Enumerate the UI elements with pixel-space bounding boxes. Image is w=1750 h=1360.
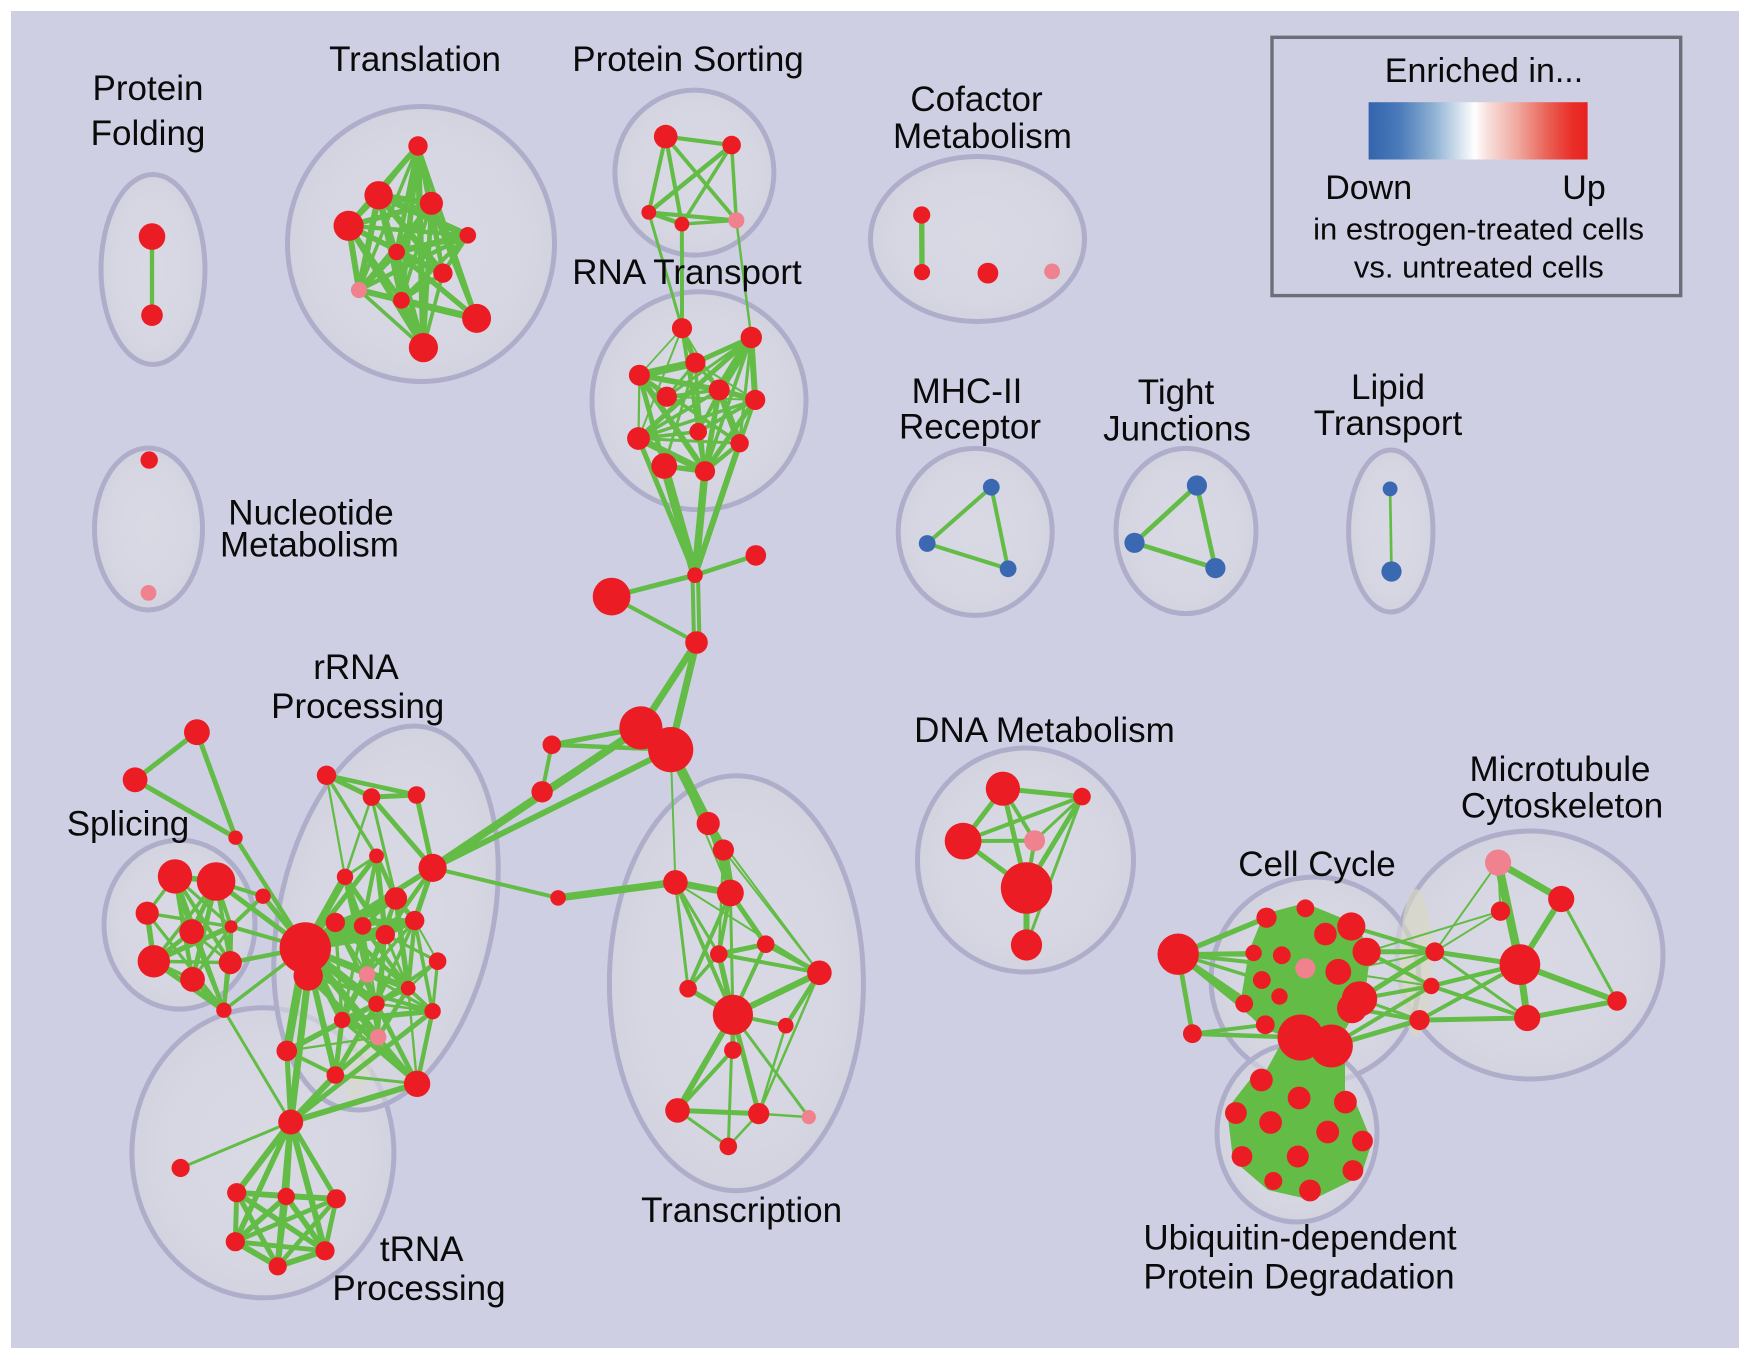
svg-text:MHC-II: MHC-II: [912, 372, 1023, 411]
svg-text:DNA Metabolism: DNA Metabolism: [914, 711, 1175, 750]
svg-text:Junctions: Junctions: [1103, 410, 1251, 449]
svg-text:Cell Cycle: Cell Cycle: [1238, 845, 1396, 884]
svg-text:Metabolism: Metabolism: [220, 526, 399, 565]
svg-text:Down: Down: [1325, 169, 1412, 207]
svg-text:Processing: Processing: [332, 1269, 505, 1308]
svg-text:RNA Transport: RNA Transport: [572, 253, 802, 292]
svg-text:Protein Sorting: Protein Sorting: [572, 40, 804, 79]
svg-text:vs. untreated cells: vs. untreated cells: [1354, 249, 1604, 284]
svg-text:Enriched in...: Enriched in...: [1385, 52, 1583, 90]
svg-text:Folding: Folding: [91, 114, 206, 153]
svg-text:rRNA: rRNA: [313, 648, 399, 687]
svg-text:Microtubule: Microtubule: [1470, 750, 1651, 789]
svg-text:Lipid: Lipid: [1351, 368, 1425, 407]
svg-text:Nucleotide: Nucleotide: [228, 494, 393, 533]
svg-text:Tight: Tight: [1138, 373, 1215, 412]
svg-text:Translation: Translation: [329, 40, 501, 79]
svg-text:tRNA: tRNA: [380, 1230, 464, 1269]
svg-text:Ubiquitin-dependent: Ubiquitin-dependent: [1143, 1219, 1457, 1258]
svg-text:Splicing: Splicing: [67, 805, 190, 844]
svg-text:Transcription: Transcription: [641, 1191, 842, 1230]
svg-text:Cytoskeleton: Cytoskeleton: [1461, 787, 1663, 826]
svg-text:Up: Up: [1562, 169, 1605, 207]
svg-text:Transport: Transport: [1314, 404, 1463, 443]
svg-text:Protein Degradation: Protein Degradation: [1143, 1258, 1454, 1297]
svg-text:Processing: Processing: [271, 687, 444, 726]
svg-text:in estrogen-treated cells: in estrogen-treated cells: [1313, 212, 1644, 247]
svg-text:Protein: Protein: [93, 69, 204, 108]
svg-text:Receptor: Receptor: [899, 408, 1041, 447]
svg-text:Cofactor: Cofactor: [910, 80, 1043, 119]
svg-text:Metabolism: Metabolism: [893, 117, 1072, 156]
